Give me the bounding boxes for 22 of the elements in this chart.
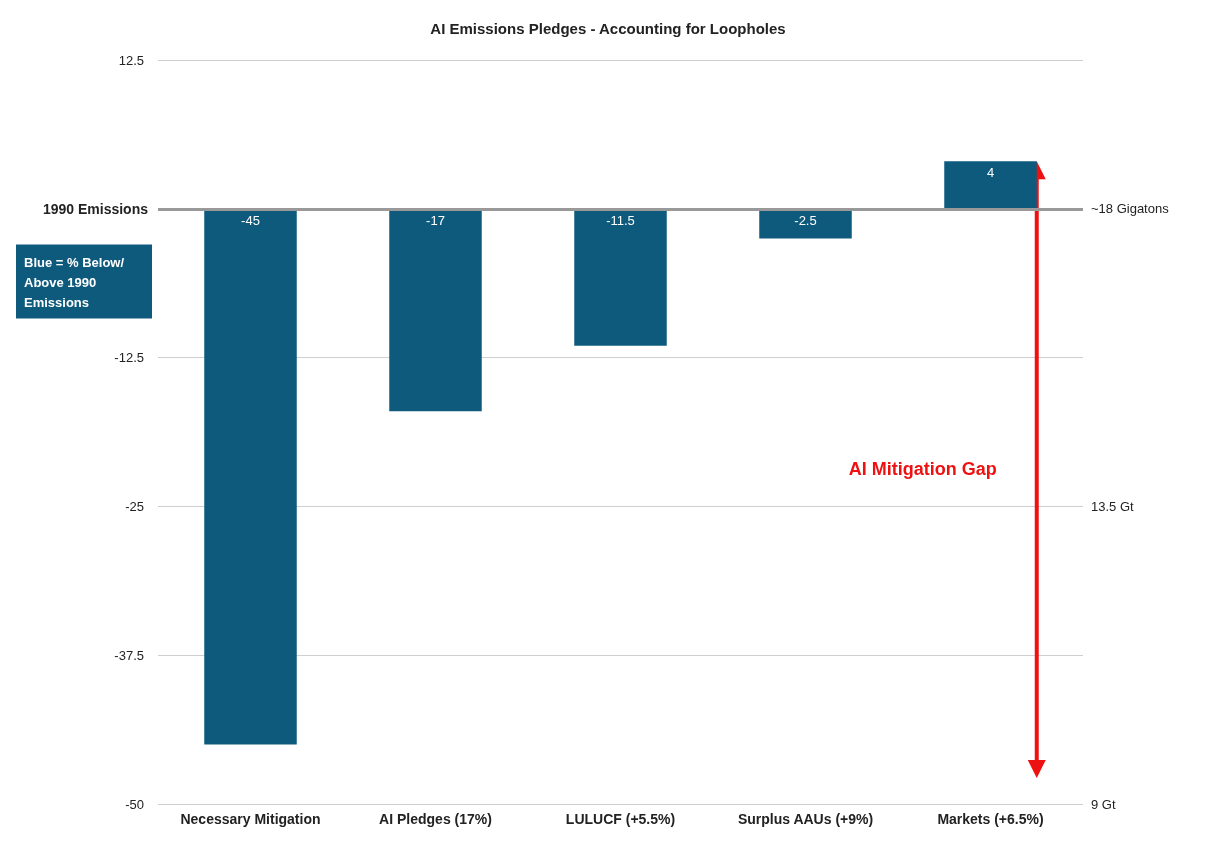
x-tick-label: Markets (+6.5%) <box>937 811 1044 827</box>
annotation: AI Mitigation Gap <box>848 458 997 479</box>
x-tick-label: Surplus AAUs (+9%) <box>737 811 874 827</box>
x-tick-label: Necessary Mitigation <box>180 811 321 827</box>
y-tick-label: 12.5 <box>118 52 144 68</box>
data-label: -45 <box>241 212 260 228</box>
y-tick-label: -37.5 <box>114 647 144 663</box>
data-label: -11.5 <box>606 212 635 228</box>
ref-line-label: 1990 Emissions <box>42 200 149 217</box>
data-label: -17 <box>426 212 445 228</box>
text: Blue = % Below/Above 1990 Emissions <box>24 255 125 311</box>
y-tick-label: -25 <box>125 498 144 514</box>
data-label: -2.5 <box>794 212 817 228</box>
y2-tick-label: 13.5 Gt <box>1091 498 1135 514</box>
y2-tick-label: ~18 Gigatons <box>1091 201 1170 217</box>
data-label: 4 <box>986 165 995 181</box>
y2-tick-label: 9 Gt <box>1091 796 1116 812</box>
y-tick-label: -50 <box>125 796 144 812</box>
y-tick-label: -12.5 <box>114 350 144 366</box>
chart-title: AI Emissions Pledges - Accounting for Loopholes <box>430 20 786 37</box>
x-tick-label: LULUCF (+5.5%) <box>565 811 676 827</box>
x-tick-label: AI Pledges (17%) <box>379 811 492 827</box>
